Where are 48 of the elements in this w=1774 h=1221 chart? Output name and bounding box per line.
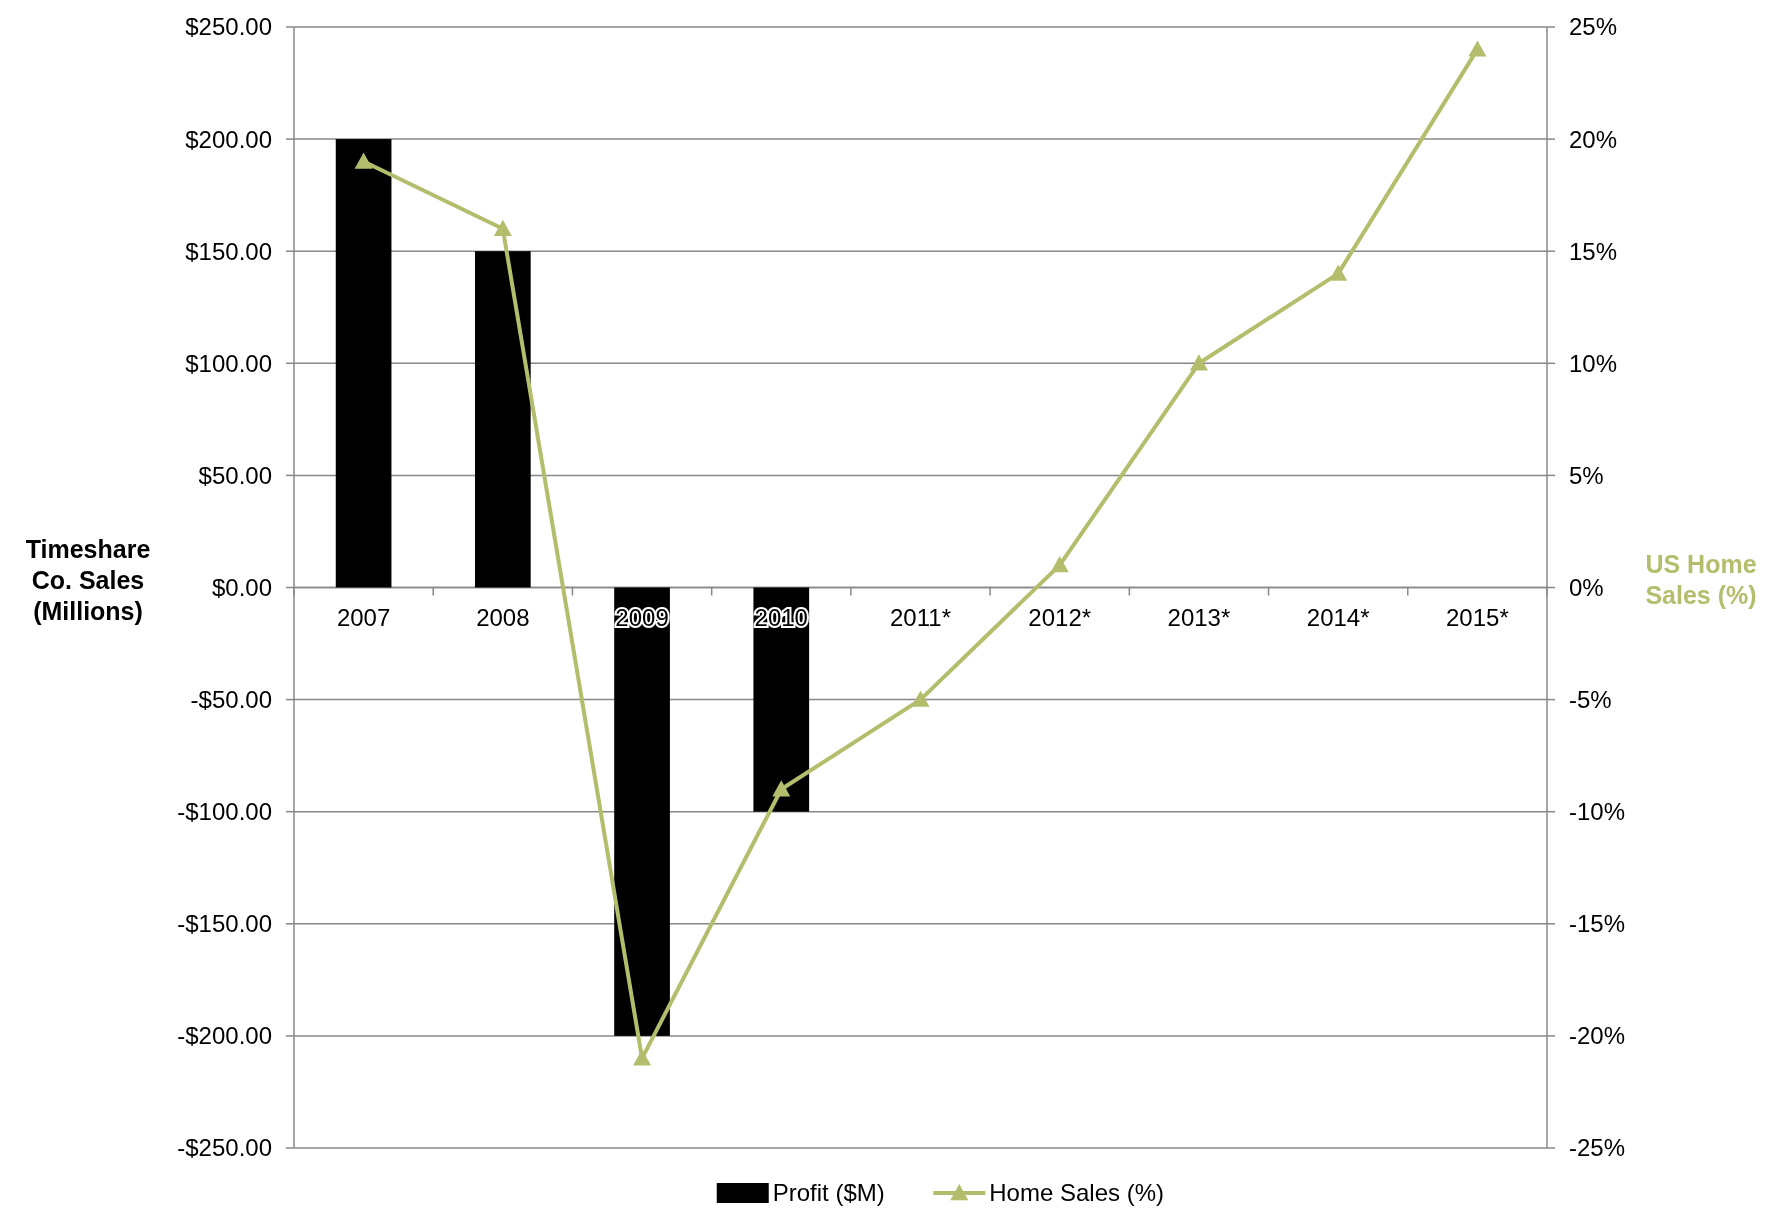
point (1329, 264, 1348, 281)
point (1189, 354, 1208, 371)
y-tick-label: $200.00 (185, 125, 272, 153)
y2-tick-label: -5% (1569, 686, 1612, 713)
y-tick-label: $100.00 (185, 349, 272, 377)
point (633, 1049, 652, 1066)
y2-tick-label: 10% (1569, 349, 1618, 377)
bar (474, 251, 531, 588)
y-tick-label: $0.00 (211, 573, 272, 601)
y-tick-label: $50.00 (198, 461, 272, 489)
y-tick-label: -$100.00 (177, 798, 272, 826)
y2-axis-title: US Home Sales (%) (1645, 549, 1757, 609)
x-tick-label: 2011* (890, 603, 951, 631)
x-tick-label: 2008 (476, 603, 530, 631)
y2-tick-label: -15% (1569, 910, 1626, 938)
point (911, 690, 930, 707)
y-tick-label: -$250.00 (177, 1134, 272, 1162)
x-tick-label: 2009 (615, 603, 669, 631)
point (1050, 556, 1069, 573)
bar (614, 587, 670, 1036)
bar (335, 139, 392, 588)
point (354, 152, 373, 169)
point (772, 780, 791, 797)
x-tick-label: 2007 (336, 603, 391, 631)
y2-tick-label: 5% (1569, 461, 1604, 489)
point (1468, 40, 1487, 57)
x-tick-label: 2013* (1167, 603, 1231, 631)
y-tick-label: -$150.00 (177, 910, 272, 938)
x-tick-label: 2014* (1306, 603, 1370, 631)
y2-tick-label: -10% (1569, 798, 1626, 826)
x-tick-label: 2010 (754, 603, 808, 631)
point (493, 219, 512, 236)
y2-tick-label: -20% (1569, 1022, 1626, 1050)
y2-tick-label: 25% (1569, 13, 1618, 41)
y-axis-title: Timeshare Co. Sales (Millions) (25, 534, 151, 625)
y-tick-label: -$50.00 (190, 686, 272, 713)
y2-tick-label: 0% (1569, 573, 1604, 601)
bar (753, 587, 810, 812)
y-tick-label: $250.00 (185, 13, 272, 41)
legend-label: Profit ($M) (772, 1179, 885, 1207)
y-tick-label: -$200.00 (177, 1022, 272, 1050)
y-tick-label: $150.00 (185, 237, 272, 265)
x-tick-label: 2012* (1028, 603, 1092, 631)
legend-label: Home Sales (%) (989, 1179, 1164, 1207)
y2-tick-label: 15% (1569, 237, 1618, 265)
x-tick-label: 2015* (1446, 603, 1509, 631)
y2-tick-label: -25% (1569, 1134, 1626, 1162)
y2-tick-label: 20% (1569, 125, 1618, 153)
